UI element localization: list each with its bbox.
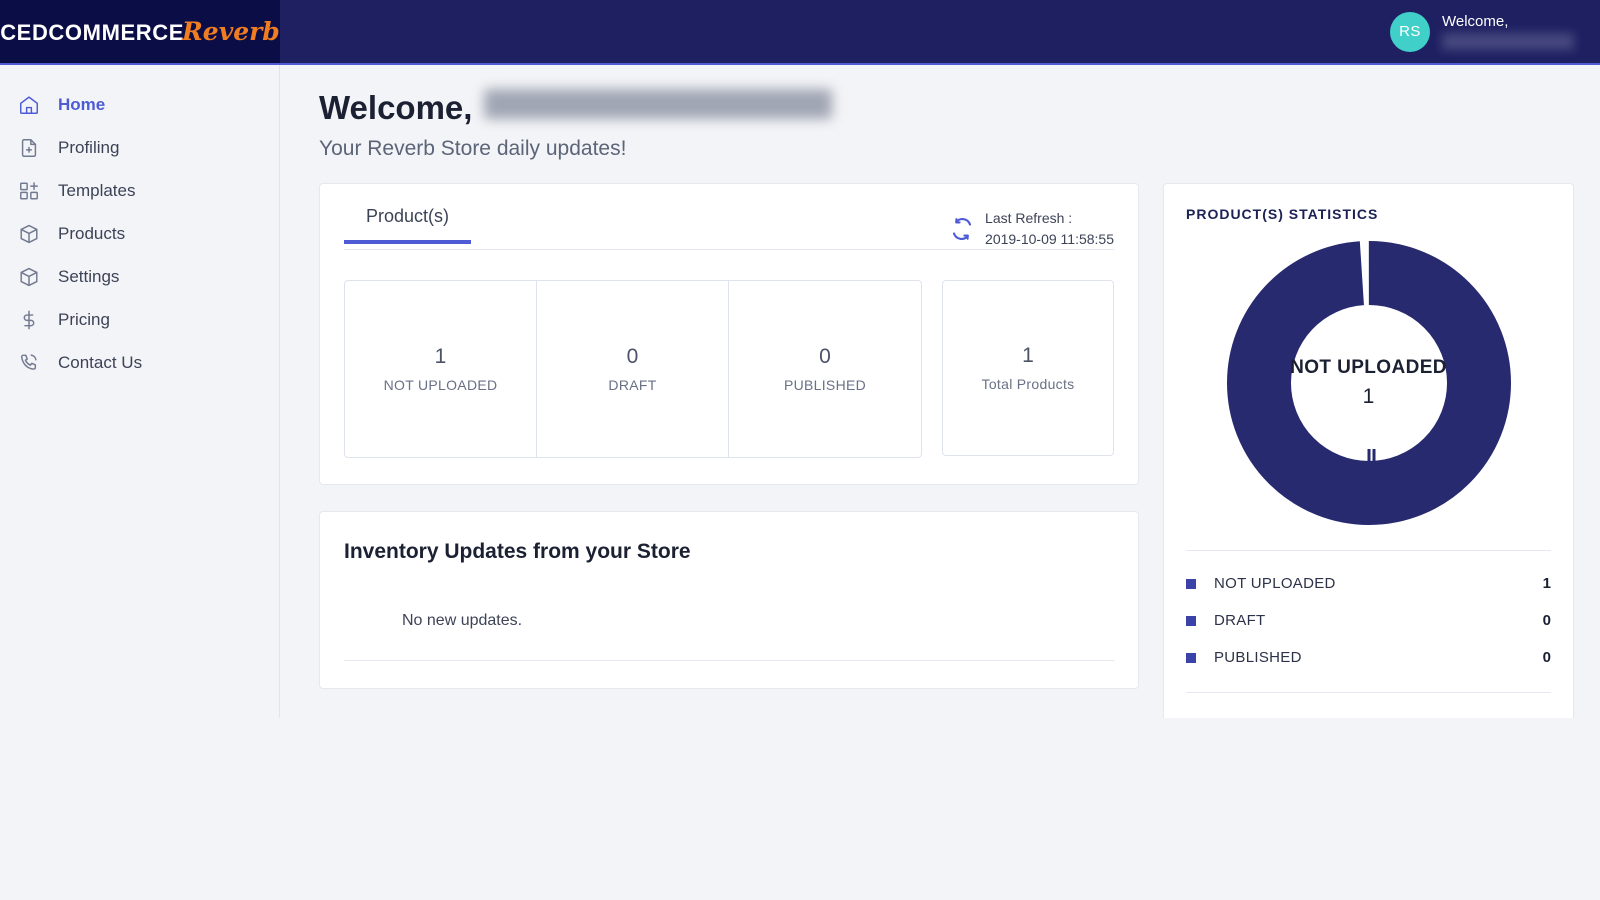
user-meta: Welcome, — [1442, 12, 1574, 50]
legend-label: DRAFT — [1214, 612, 1266, 629]
brand-logo[interactable]: CEDCOMMERCE Reverb — [0, 0, 280, 63]
sidebar-item-label: Products — [58, 223, 126, 243]
legend-value: 1 — [1542, 575, 1551, 592]
last-refresh-label: Last Refresh : — [985, 210, 1073, 226]
legend-item-draft[interactable]: DRAFT 0 — [1186, 602, 1551, 639]
avatar: RS — [1390, 11, 1430, 52]
main-content: Welcome, Your Reverb Store daily updates… — [281, 65, 1600, 718]
sidebar-item-products[interactable]: Products — [0, 212, 279, 255]
stat-not-uploaded[interactable]: 1 NOT UPLOADED — [345, 281, 537, 457]
dashboard-columns: Product(s) Last Refresh : — [281, 161, 1600, 718]
home-icon — [16, 92, 42, 118]
legend-marker-icon — [1186, 615, 1196, 626]
left-column: Product(s) Last Refresh : — [319, 183, 1139, 689]
statistics-legend: NOT UPLOADED 1 DRAFT 0 PUBLISHED 0 — [1186, 550, 1551, 693]
tab-products[interactable]: Product(s) — [344, 206, 472, 244]
page-title: Welcome, — [319, 87, 1600, 129]
page-header: Welcome, Your Reverb Store daily updates… — [281, 65, 1600, 161]
sidebar: Home Profiling Templates — [0, 65, 280, 718]
page-subtitle: Your Reverb Store daily updates! — [319, 137, 627, 160]
refresh-icon[interactable] — [950, 217, 974, 241]
brand-logo-text: CEDCOMMERCE Reverb — [0, 17, 280, 46]
products-card: Product(s) Last Refresh : — [319, 183, 1139, 485]
grid-plus-icon — [16, 178, 42, 204]
sidebar-item-settings[interactable]: Settings — [0, 255, 279, 298]
last-refresh-time: 2019-10-09 11:58:55 — [985, 231, 1114, 247]
box-icon — [16, 264, 42, 290]
statistics-title: PRODUCT(S) STATISTICS — [1186, 206, 1379, 222]
sidebar-item-home[interactable]: Home — [0, 83, 279, 126]
brand-name-primary: CEDCOMMERCE — [0, 20, 185, 45]
inventory-divider — [344, 660, 1114, 661]
sidebar-item-label: Templates — [58, 180, 136, 200]
stat-value: 1 — [1022, 344, 1034, 367]
stat-value: 1 — [434, 345, 447, 368]
last-refresh-text: Last Refresh : 2019-10-09 11:58:55 — [985, 208, 1114, 250]
legend-value: 0 — [1542, 649, 1551, 666]
inventory-empty-text: No new updates. — [402, 612, 523, 629]
donut-svg — [1226, 241, 1511, 525]
stat-total-products[interactable]: 1 Total Products — [942, 280, 1114, 456]
user-menu[interactable]: RS Welcome, — [1390, 0, 1600, 63]
right-column: PRODUCT(S) STATISTICS NOT UPL — [1163, 183, 1574, 718]
stat-published[interactable]: 0 PUBLISHED — [729, 281, 921, 457]
last-refresh: Last Refresh : 2019-10-09 11:58:55 — [950, 206, 1114, 250]
stat-draft[interactable]: 0 DRAFT — [537, 281, 729, 457]
top-bar-spacer — [280, 0, 1390, 63]
box-icon — [16, 221, 42, 247]
legend-divider — [1186, 692, 1551, 693]
inventory-card: Inventory Updates from your Store No new… — [319, 511, 1139, 689]
stat-value: 0 — [626, 345, 639, 368]
legend-item-published[interactable]: PUBLISHED 0 — [1186, 639, 1551, 676]
tab-divider — [344, 249, 1114, 250]
legend-marker-icon — [1186, 652, 1196, 663]
top-bar: CEDCOMMERCE Reverb RS Welcome, — [0, 0, 1600, 65]
header-user-name — [1442, 32, 1574, 50]
legend-item-not-uploaded[interactable]: NOT UPLOADED 1 — [1186, 565, 1551, 602]
page-title-user-name — [484, 89, 833, 119]
stat-value: 0 — [819, 345, 831, 368]
phone-icon — [16, 350, 42, 376]
sidebar-item-label: Home — [58, 94, 106, 114]
product-status-group: 1 NOT UPLOADED 0 DRAFT 0 PUBLISHED — [344, 280, 922, 458]
legend-marker-icon — [1186, 578, 1196, 589]
document-plus-icon — [16, 135, 42, 161]
legend-value: 0 — [1542, 612, 1551, 629]
sidebar-item-label: Profiling — [58, 137, 120, 157]
sidebar-item-label: Contact Us — [58, 352, 143, 372]
statistics-card: PRODUCT(S) STATISTICS NOT UPL — [1163, 183, 1574, 718]
header-welcome-label: Welcome, — [1442, 12, 1509, 30]
sidebar-item-label: Settings — [58, 266, 120, 286]
stat-label: Total Products — [981, 376, 1075, 392]
donut-graphic: NOT UPLOADED 1 — [1224, 238, 1514, 528]
stat-label: DRAFT — [608, 377, 657, 393]
dollar-icon — [16, 307, 42, 333]
inventory-title: Inventory Updates from your Store — [344, 540, 691, 563]
page-title-prefix: Welcome, — [319, 89, 473, 126]
product-stats-row: 1 NOT UPLOADED 0 DRAFT 0 PUBLISHED — [320, 250, 1138, 458]
legend-label: PUBLISHED — [1214, 649, 1302, 666]
legend-label: NOT UPLOADED — [1214, 575, 1336, 592]
sidebar-item-profiling[interactable]: Profiling — [0, 126, 279, 169]
sidebar-item-templates[interactable]: Templates — [0, 169, 279, 212]
brand-name-secondary: Reverb — [182, 17, 280, 46]
sidebar-item-pricing[interactable]: Pricing — [0, 298, 279, 341]
products-card-header: Product(s) Last Refresh : — [320, 184, 1138, 250]
stat-label: NOT UPLOADED — [383, 377, 498, 393]
sidebar-item-label: Pricing — [58, 309, 110, 329]
sidebar-item-contact-us[interactable]: Contact Us — [0, 341, 279, 384]
donut-chart: NOT UPLOADED 1 — [1186, 238, 1551, 528]
stat-label: PUBLISHED — [783, 377, 867, 393]
